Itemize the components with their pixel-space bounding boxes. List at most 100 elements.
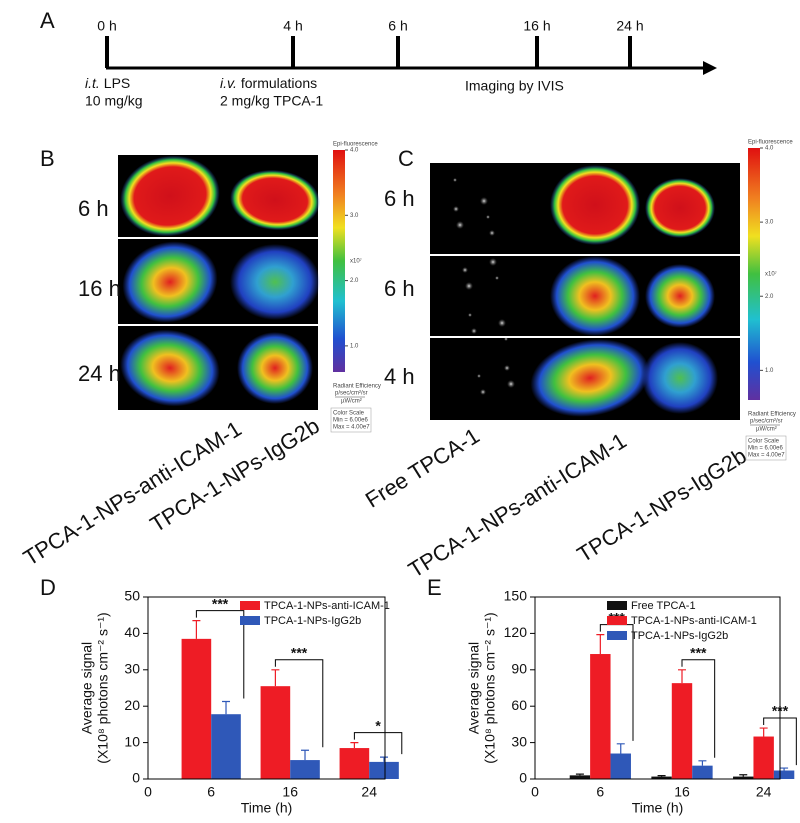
y-axis-label: Average signal <box>79 642 95 734</box>
timeline-ticks <box>105 36 632 68</box>
tissue-signal <box>122 241 218 323</box>
agent: LPS <box>104 75 130 91</box>
significance-bracket <box>274 659 324 748</box>
tissue-signal <box>550 165 640 245</box>
imaging-text: Imaging by IVIS <box>465 78 564 94</box>
legend-label: TPCA-1-NPs-anti-ICAM-1 <box>264 600 390 612</box>
color-scale-min: Min = 6.00e6 <box>333 418 369 424</box>
speckle <box>507 380 515 388</box>
significance-label: *** <box>291 645 308 661</box>
colorbar-unit: p/sec/cm²/sr <box>750 419 783 425</box>
significance-bracket <box>681 659 716 758</box>
colorbar-exponent: x10⁷ <box>350 258 362 265</box>
timeline-arrow <box>703 61 717 75</box>
legend-label: Free TPCA-1 <box>631 600 696 612</box>
y-tick-label: 120 <box>504 624 528 640</box>
tissue-signal <box>642 342 718 414</box>
tissue-signal <box>120 329 220 407</box>
row-label: 24 h <box>78 361 121 386</box>
bar <box>610 753 631 779</box>
x-axis-label: Time (h) <box>241 800 293 816</box>
tissue-signal <box>550 256 640 336</box>
bar <box>290 760 320 779</box>
colorbar-title: Epi-fluorescence <box>748 140 793 146</box>
bar <box>260 686 291 779</box>
error-bar <box>271 669 280 687</box>
significance-label: * <box>375 717 381 733</box>
bar <box>590 654 611 779</box>
speckle <box>498 319 506 327</box>
time-label: 4 h <box>283 18 302 34</box>
panel-label: C <box>398 146 414 171</box>
bar <box>733 776 754 779</box>
x-tick-label: 6 <box>596 784 604 800</box>
legend-swatch <box>607 601 627 610</box>
dose: 10 mg/kg <box>85 93 143 109</box>
legend-swatch <box>607 631 627 640</box>
y-tick-label: 30 <box>124 661 140 677</box>
panel-label: D <box>40 575 56 600</box>
y-tick-label: 0 <box>132 770 140 786</box>
tissue-signal <box>230 244 320 320</box>
significance-label: *** <box>690 645 707 661</box>
error-bar <box>780 767 789 771</box>
colorbar-unit-den: µW/cm² <box>341 399 362 405</box>
speckle <box>495 276 499 280</box>
formulation-text: i.v. formulations <box>220 75 317 91</box>
y-tick-label: 90 <box>511 661 527 677</box>
legend-swatch <box>240 616 260 625</box>
speckle <box>462 267 468 273</box>
tissue-signal <box>237 332 313 404</box>
bar <box>211 714 241 779</box>
x-axis-label: Time (h) <box>632 800 684 816</box>
significance-bracket <box>195 610 245 699</box>
colorbar-tick-label: 4.0 <box>350 148 359 154</box>
bar <box>339 748 370 779</box>
bar <box>773 770 795 779</box>
error-bar <box>678 669 686 684</box>
y-axis-label: (X10⁸ photons cm⁻² s⁻¹) <box>95 612 111 763</box>
speckle <box>477 374 481 378</box>
error-bar <box>380 756 389 762</box>
lps-text: i.t. LPS <box>85 75 130 91</box>
bar <box>671 683 693 779</box>
route: i.v. <box>220 75 237 91</box>
color-scale-title: Color Scale <box>333 411 365 417</box>
colorbar-tick-label: 3.0 <box>350 213 359 219</box>
x-origin-label: 0 <box>531 784 539 800</box>
bar <box>651 776 672 779</box>
x-tick-label: 24 <box>361 784 377 800</box>
legend-swatch <box>607 616 627 625</box>
speckle <box>453 206 459 212</box>
dose: 2 mg/kg TPCA-1 <box>220 93 323 109</box>
y-tick-label: 150 <box>504 588 528 604</box>
speckle <box>465 282 473 290</box>
y-tick-label: 50 <box>124 588 140 604</box>
error-bar <box>596 634 605 655</box>
x-tick-label: 6 <box>207 784 215 800</box>
column-label: Free TPCA-1 <box>361 423 484 513</box>
bar <box>181 638 212 779</box>
tissue-signal <box>120 155 220 237</box>
plot-frame <box>534 596 781 780</box>
error-bar <box>616 743 625 754</box>
speckle <box>480 389 486 395</box>
error-bar <box>192 620 201 639</box>
speckle <box>456 221 464 229</box>
bar <box>753 736 774 779</box>
colorbar <box>333 150 345 372</box>
significance-label: *** <box>212 595 229 611</box>
panel-label: B <box>40 146 55 171</box>
y-tick-label: 60 <box>511 697 527 713</box>
bar <box>369 761 399 779</box>
row-label: 6 h <box>78 196 109 221</box>
y-tick-label: 30 <box>511 733 527 749</box>
speckle <box>468 313 472 317</box>
panel-label: E <box>427 575 442 600</box>
tissue-signal <box>230 169 320 231</box>
row-label: 4 h <box>384 364 415 389</box>
speckle <box>471 328 477 334</box>
tissue-signal <box>530 339 650 417</box>
colorbar-tick-label: 2.0 <box>350 278 359 284</box>
x-tick-label: 24 <box>756 784 772 800</box>
